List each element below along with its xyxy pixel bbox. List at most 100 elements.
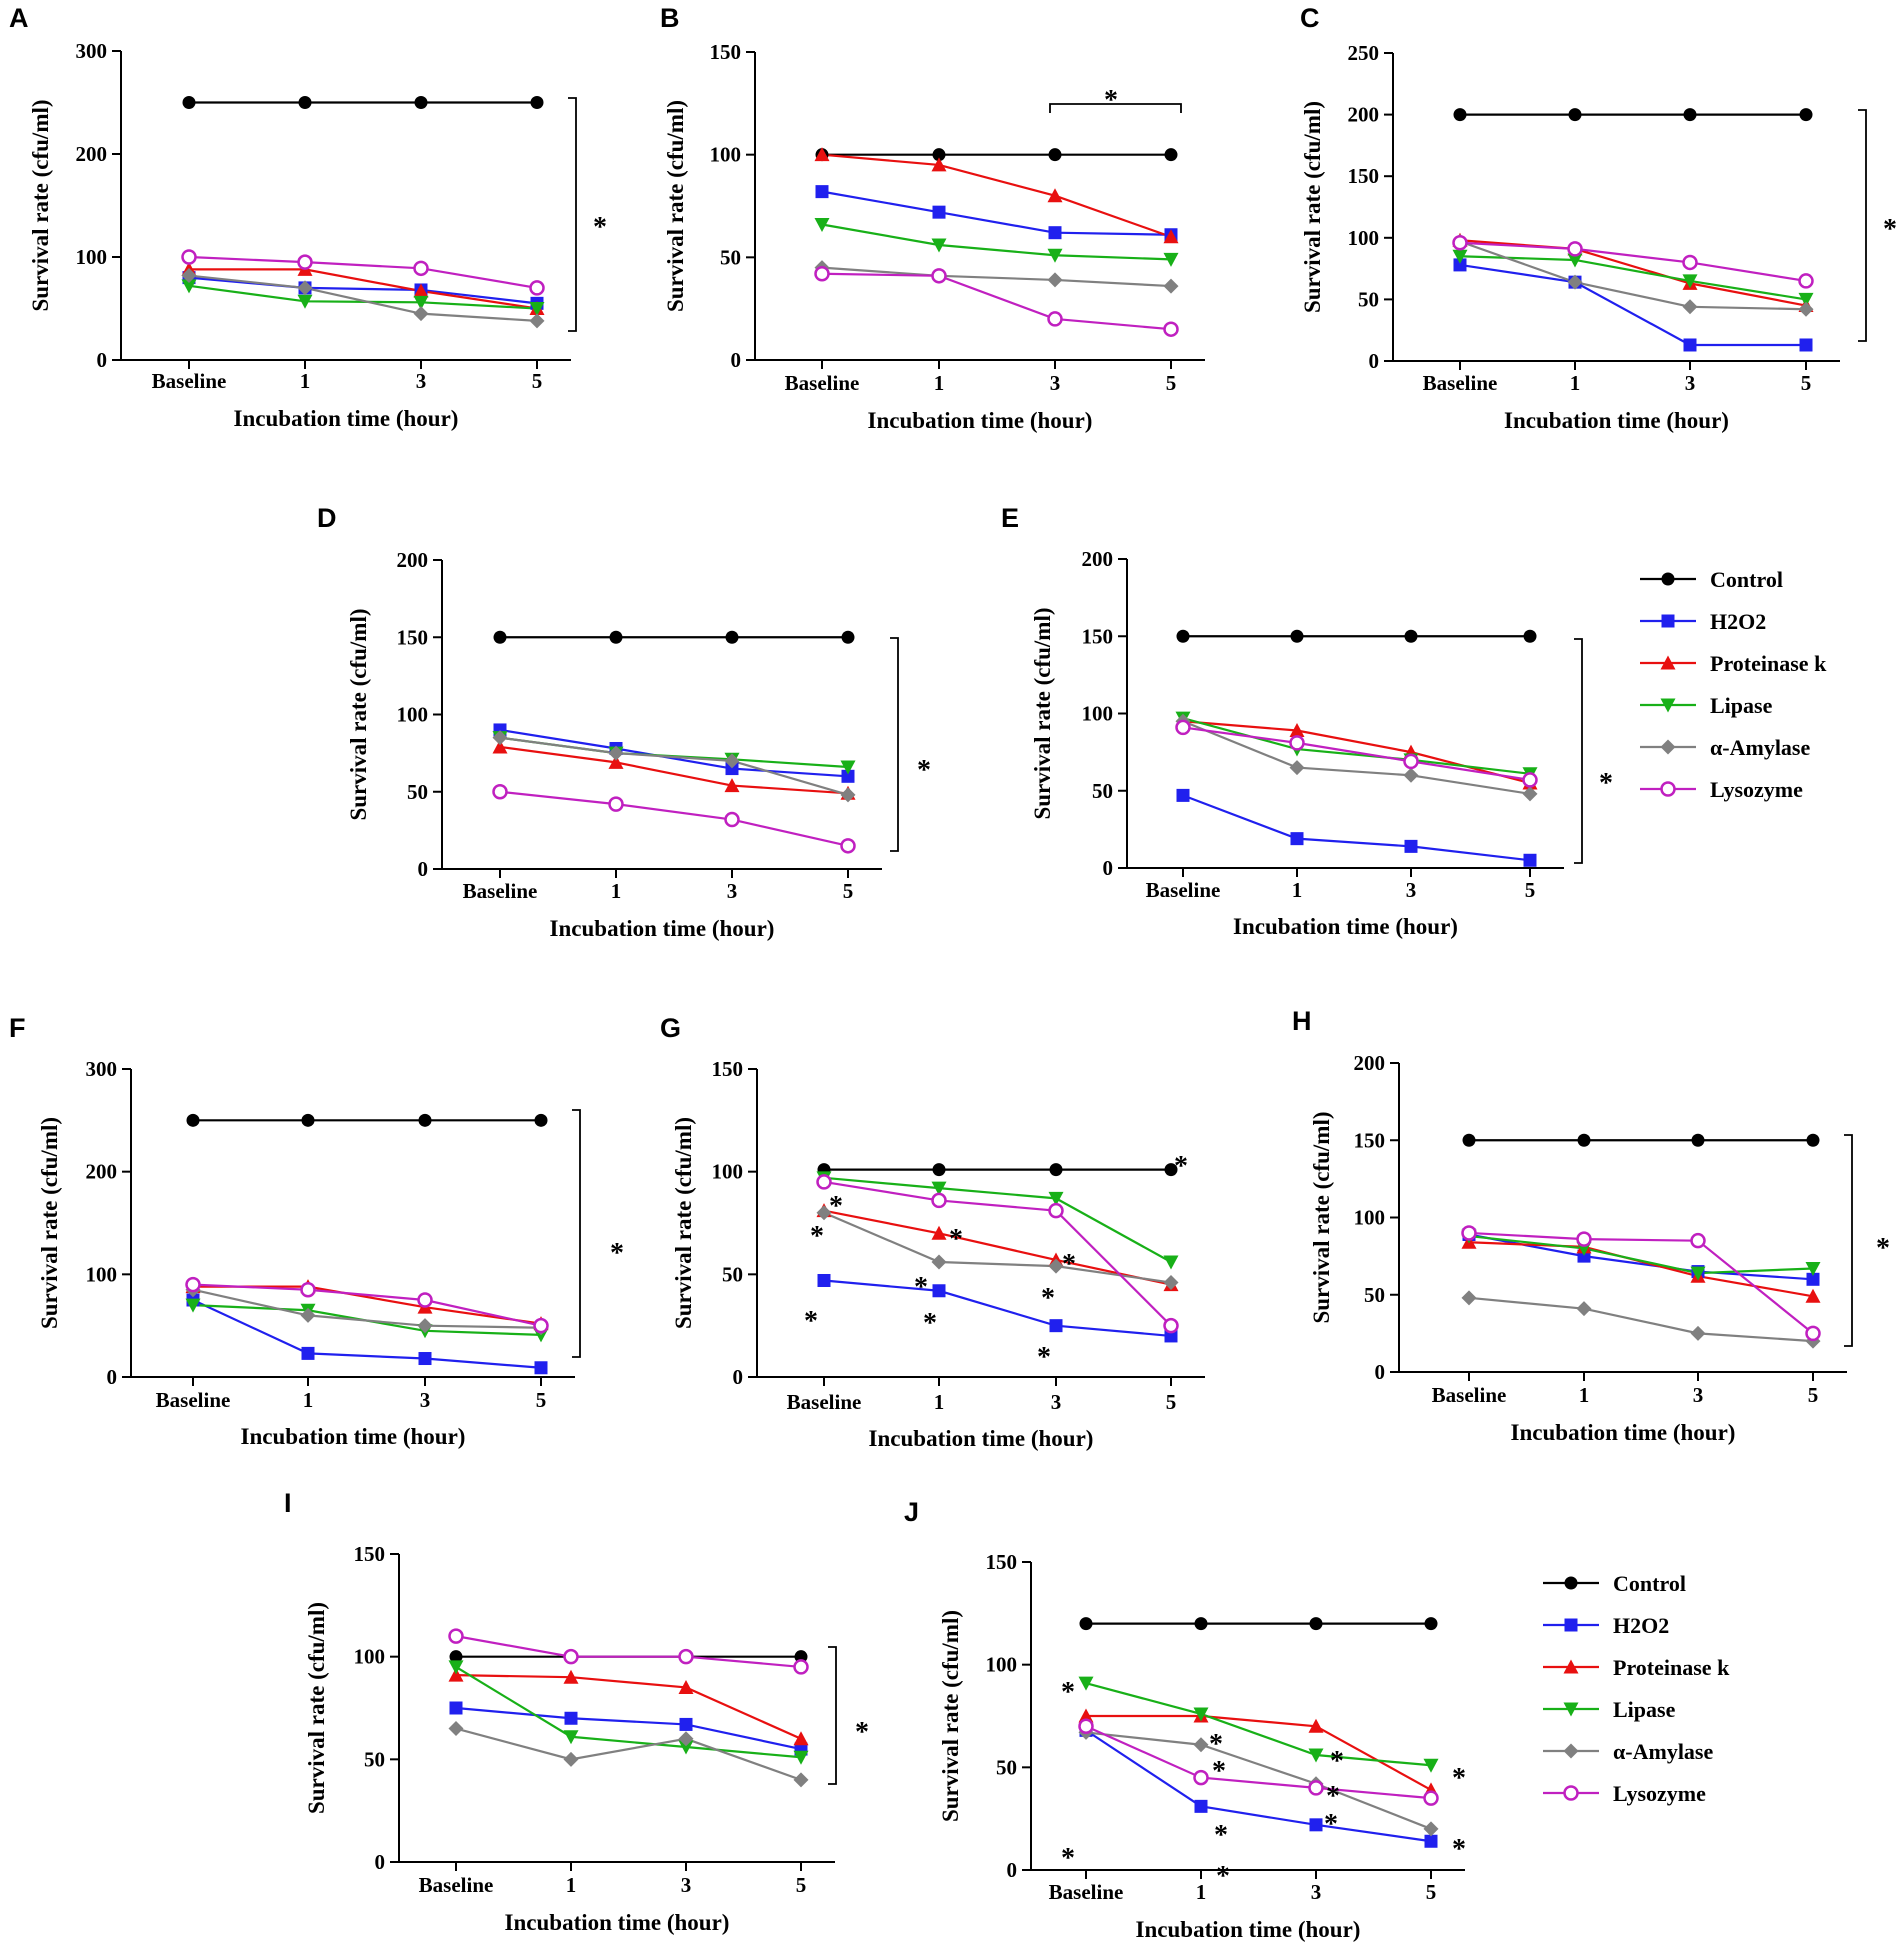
x-tick-label: 3 xyxy=(420,1388,431,1412)
y-tick-label: 200 xyxy=(86,1160,118,1184)
x-tick-label: 3 xyxy=(1685,371,1696,395)
legend-marker xyxy=(1563,1702,1579,1717)
data-point-alpha-amylase xyxy=(724,753,740,769)
y-tick-label: 0 xyxy=(733,1365,744,1389)
x-tick-label: 5 xyxy=(796,1873,807,1897)
series-line-lysozyme xyxy=(192,1283,542,1327)
data-point-alpha-amylase xyxy=(448,1721,464,1737)
legend-marker xyxy=(1563,1743,1579,1759)
legend-marker xyxy=(1563,1659,1579,1674)
data-point-control xyxy=(530,96,544,109)
data-point-control xyxy=(1404,629,1418,643)
data-point-proteinase-k xyxy=(814,147,830,162)
data-point-alpha-amylase xyxy=(1522,786,1538,802)
data-point-alpha-amylase xyxy=(1163,278,1179,294)
significance-star: * xyxy=(855,1717,869,1748)
x-tick-label: 3 xyxy=(1311,1880,1322,1904)
series-line-proteinase-k xyxy=(1086,1714,1432,1791)
series-line-lipase xyxy=(1468,1234,1814,1275)
series-line-h2o2 xyxy=(1459,263,1806,347)
series-line-lipase xyxy=(499,736,849,769)
y-tick-label: 100 xyxy=(397,703,429,727)
x-tick-label: Baseline xyxy=(785,371,860,395)
data-point-control xyxy=(1683,108,1697,122)
significance-bracket xyxy=(568,97,577,332)
data-point-control xyxy=(1799,108,1813,122)
series-line-proteinase-k xyxy=(189,268,538,310)
data-point-alpha-amylase xyxy=(1423,1821,1439,1837)
series-line-proteinase-k xyxy=(455,1674,802,1740)
data-point-alpha-amylase xyxy=(1576,1301,1592,1317)
data-point-lipase xyxy=(1423,1758,1439,1773)
data-point-alpha-amylase xyxy=(816,1205,832,1221)
x-tick-label: 5 xyxy=(1426,1880,1437,1904)
data-point-h2o2 xyxy=(449,1701,463,1715)
data-point-lipase xyxy=(814,217,830,232)
legend-entry-alpha-amylase: α-Amylase xyxy=(1640,735,1810,760)
data-point-control xyxy=(1453,108,1467,122)
y-tick-label: 200 xyxy=(1082,547,1114,571)
data-point-lipase xyxy=(1048,1191,1064,1206)
data-point-alpha-amylase xyxy=(1289,760,1305,776)
panel-letter: A xyxy=(9,3,29,33)
data-point-control xyxy=(1577,1133,1591,1147)
data-point-lysozyme xyxy=(1682,254,1698,271)
legend-marker xyxy=(1564,1576,1578,1590)
significance-star: * xyxy=(829,1191,843,1222)
data-point-lysozyme xyxy=(413,260,429,277)
significance-star: * xyxy=(1037,1342,1051,1373)
legend-label: H2O2 xyxy=(1710,609,1766,634)
y-tick-label: 250 xyxy=(1348,41,1380,65)
data-point-lipase xyxy=(1193,1707,1209,1722)
data-point-alpha-amylase xyxy=(1461,1290,1477,1306)
y-tick-label: 150 xyxy=(354,1542,386,1566)
data-point-alpha-amylase xyxy=(1682,299,1698,315)
series-line-proteinase-k xyxy=(499,745,849,795)
x-axis-title: Incubation time (hour) xyxy=(234,406,459,431)
y-tick-label: 0 xyxy=(1369,349,1380,373)
significance-bracket xyxy=(890,637,899,852)
significance-bracket xyxy=(572,1109,581,1358)
data-point-lysozyme xyxy=(814,266,830,282)
data-point-h2o2 xyxy=(418,1352,432,1366)
data-point-alpha-amylase xyxy=(1163,1275,1179,1291)
y-tick-label: 200 xyxy=(1348,103,1380,127)
y-tick-label: 150 xyxy=(1348,164,1380,188)
series-line-lysozyme xyxy=(499,790,849,847)
y-tick-label: 50 xyxy=(1364,1283,1385,1307)
y-tick-label: 0 xyxy=(1103,856,1114,880)
x-tick-label: 5 xyxy=(1166,371,1177,395)
legend-marker xyxy=(1661,614,1675,628)
data-point-control xyxy=(1691,1133,1705,1147)
x-axis-title: Incubation time (hour) xyxy=(1233,914,1458,939)
series-line-proteinase-k xyxy=(821,153,1172,238)
legend-marker xyxy=(1660,655,1676,670)
data-point-control xyxy=(1176,629,1190,643)
data-point-proteinase-k xyxy=(931,1225,947,1240)
x-tick-label: 1 xyxy=(1292,878,1303,902)
significance-star: * xyxy=(914,1272,928,1303)
data-point-lysozyme xyxy=(181,249,197,265)
data-point-proteinase-k xyxy=(678,1679,694,1694)
significance-star: * xyxy=(1062,1249,1076,1280)
legend-entry-lysozyme: Lysozyme xyxy=(1543,1781,1706,1806)
y-axis-title: Survival rate (cfu/ml) xyxy=(304,1602,329,1814)
data-point-alpha-amylase xyxy=(1403,767,1419,783)
series-line-alpha-amylase xyxy=(1468,1296,1814,1343)
series-line-h2o2 xyxy=(192,1299,542,1369)
data-point-lysozyme xyxy=(1576,1231,1592,1247)
data-point-h2o2 xyxy=(679,1717,693,1731)
significance-bracket xyxy=(1844,1134,1853,1347)
y-tick-label: 100 xyxy=(1348,226,1380,250)
data-point-control xyxy=(1164,148,1178,162)
data-point-control xyxy=(932,148,946,162)
x-tick-label: 1 xyxy=(1579,1383,1590,1407)
data-point-lipase xyxy=(931,238,947,253)
x-tick-label: 1 xyxy=(300,369,311,393)
legend-entry-control: Control xyxy=(1640,567,1783,592)
series-line-proteinase-k xyxy=(1468,1241,1814,1298)
series-line-lysozyme xyxy=(1085,1725,1432,1800)
data-point-alpha-amylase xyxy=(608,745,624,761)
x-tick-label: Baseline xyxy=(463,879,538,903)
data-point-proteinase-k xyxy=(724,778,740,793)
